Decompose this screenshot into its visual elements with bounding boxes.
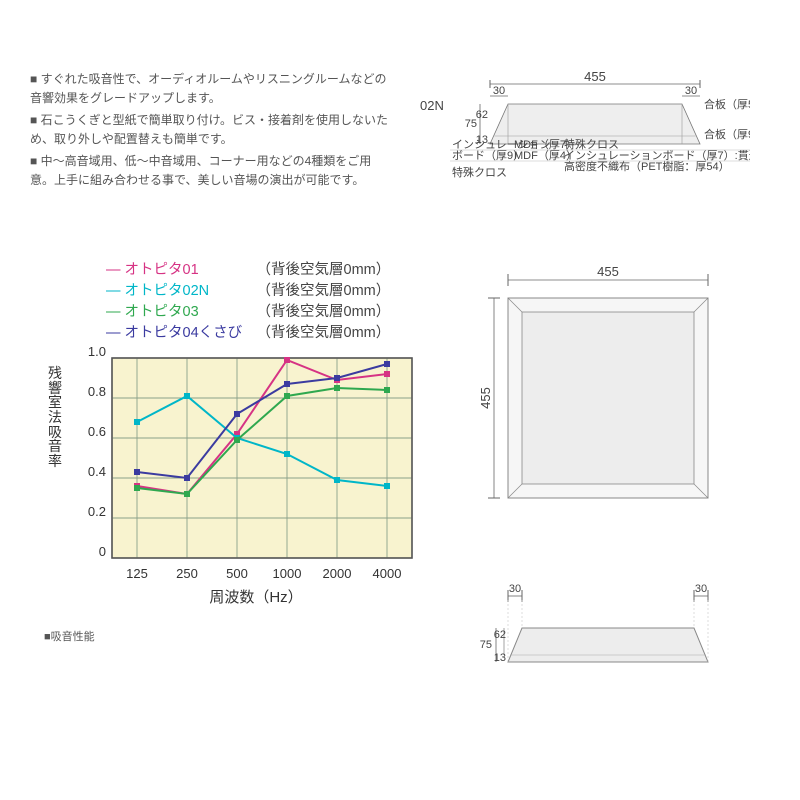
y-axis-title: 残響室法吸音率 (48, 366, 62, 469)
svg-text:特殊クロス: 特殊クロス (564, 137, 619, 151)
svg-text:62: 62 (494, 629, 506, 641)
legend-suffix: （背後空気層0mm） (257, 325, 391, 341)
svg-text:30: 30 (685, 85, 697, 97)
svg-text:特殊クロス: 特殊クロス (452, 165, 507, 179)
legend-name: オトピタ03 (125, 300, 257, 321)
svg-text:合板（厚9）: 合板（厚9） (704, 127, 750, 141)
svg-text:合板（厚5.5）: 合板（厚5.5） (704, 97, 750, 111)
legend-name: オトピタ04くさび (125, 321, 257, 342)
cross-section-diagram: 02N 4553030756213合板（厚5.5）合板（厚9）インシュレーション… (450, 70, 750, 210)
svg-text:30: 30 (509, 583, 521, 595)
performance-label: ■吸音性能 (44, 628, 95, 644)
svg-text:455: 455 (597, 264, 619, 279)
legend-suffix: （背後空気層0mm） (257, 262, 391, 278)
svg-text:30: 30 (493, 85, 505, 97)
svg-text:30: 30 (695, 583, 707, 595)
variant-label: 02N (420, 98, 444, 113)
svg-text:455: 455 (584, 70, 606, 84)
legend-name: オトピタ02N (125, 279, 257, 300)
svg-text:13: 13 (494, 652, 506, 664)
legend-item: — オトピタ02N（背後空気層0mm） (106, 279, 390, 300)
x-axis-title: 周波数（Hz） (106, 586, 406, 607)
legend-item: — オトピタ04くさび（背後空気層0mm） (106, 321, 390, 342)
side-view-diagram: 30 30 7562 13 (478, 578, 738, 698)
legend-item: — オトピタ03（背後空気層0mm） (106, 300, 390, 321)
legend-suffix: （背後空気層0mm） (257, 304, 391, 320)
absorption-chart: 残響室法吸音率 00.20.40.60.81.0 125250500100020… (48, 346, 428, 656)
bullet-1: ■ すぐれた吸音性で、オーディオルームやリスニングルームなどの音響効果をグレード… (30, 70, 390, 107)
svg-text:455: 455 (478, 387, 493, 409)
svg-text:75: 75 (480, 639, 492, 651)
svg-text:62: 62 (476, 109, 488, 121)
chart-legend: — オトピタ01（背後空気層0mm）— オトピタ02N（背後空気層0mm）— オ… (106, 258, 390, 342)
legend-item: — オトピタ01（背後空気層0mm） (106, 258, 390, 279)
feature-bullets: ■ すぐれた吸音性で、オーディオルームやリスニングルームなどの音響効果をグレード… (30, 70, 390, 194)
legend-suffix: （背後空気層0mm） (257, 283, 391, 299)
bullet-2: ■ 石こうくぎと型紙で簡単取り付け。ビス・接着剤を使用しないため、取り外しや配置… (30, 111, 390, 148)
bullet-3: ■ 中〜高音域用、低〜中音域用、コーナー用などの4種類をご用意。上手に組み合わせ… (30, 152, 390, 189)
legend-name: オトピタ01 (125, 258, 257, 279)
top-view-diagram: 455 455 (478, 262, 738, 562)
